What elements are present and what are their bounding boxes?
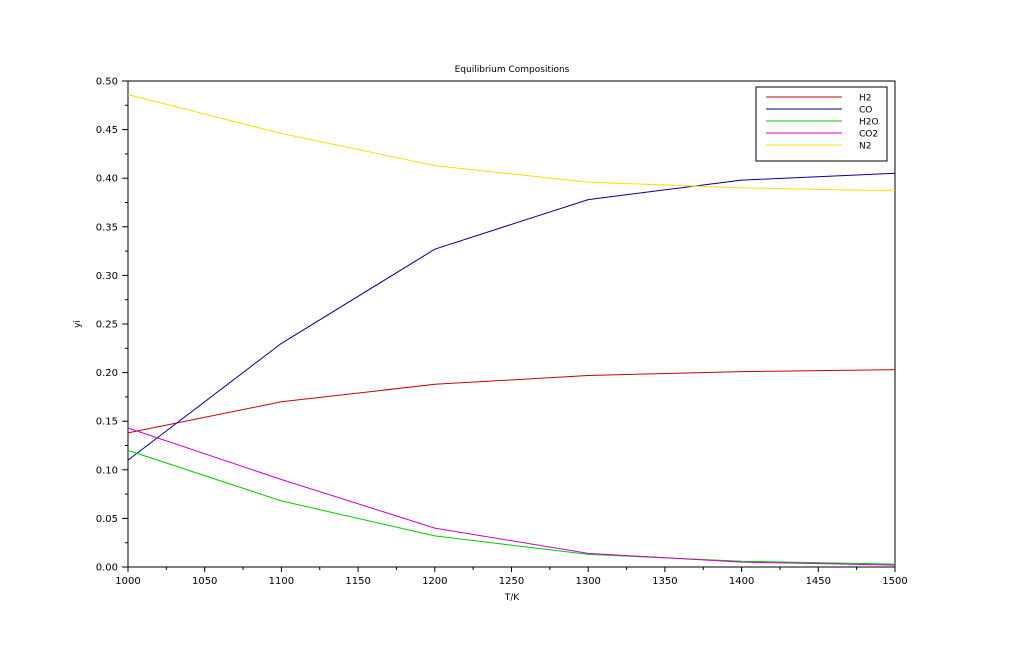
chart-title: Equilibrium Compositions <box>455 65 570 75</box>
x-tick-label: 1350 <box>652 576 677 587</box>
y-tick-label: 0.45 <box>96 125 118 136</box>
y-axis-label: yi <box>73 320 83 328</box>
legend-label: H2 <box>859 94 872 104</box>
y-tick-label: 0.05 <box>96 514 118 525</box>
y-tick-label: 0.30 <box>96 271 118 282</box>
legend-label: H2O <box>859 118 879 128</box>
y-tick-label: 0.10 <box>96 465 118 476</box>
series-line-co2 <box>127 427 896 566</box>
y-axis: 0.00 0.05 0.10 0.15 0.20 0.25 0.30 0.35 0.40 0.45… <box>96 77 128 574</box>
x-tick-label: 1450 <box>806 576 831 587</box>
x-tick-label: 1150 <box>345 576 370 587</box>
y-tick-label: 0.40 <box>96 174 118 185</box>
legend-label: N2 <box>859 142 871 152</box>
x-axis-label: T/K <box>504 593 521 603</box>
y-tick-label: 0.35 <box>96 222 118 233</box>
y-tick-label: 0.00 <box>96 563 118 574</box>
series-lines <box>127 94 896 566</box>
x-tick-label: 1500 <box>882 576 907 587</box>
x-tick-label: 1100 <box>269 576 294 587</box>
y-tick-label: 0.20 <box>96 368 118 379</box>
x-tick-label: 1200 <box>422 576 447 587</box>
series-line-h2o <box>127 449 896 565</box>
x-tick-label: 1400 <box>729 576 754 587</box>
x-tick-label: 1000 <box>115 576 140 587</box>
x-axis: 1000 1050 1100 1150 1200 1250 1300 1350 1400 1450… <box>115 567 908 587</box>
x-tick-label: 1250 <box>499 576 524 587</box>
legend-label: CO <box>859 106 872 116</box>
y-tick-label: 0.25 <box>96 320 118 331</box>
y-tick-label: 0.50 <box>96 77 118 88</box>
x-tick-label: 1050 <box>192 576 217 587</box>
legend: H2 CO H2O CO2 N2 <box>755 86 888 162</box>
y-tick-label: 0.15 <box>96 417 118 428</box>
x-tick-label: 1300 <box>575 576 600 587</box>
series-line-h2 <box>127 369 896 434</box>
legend-box <box>755 86 888 162</box>
series-line-n2 <box>127 94 896 192</box>
legend-label: CO2 <box>859 130 878 140</box>
series-line-co <box>127 172 896 461</box>
